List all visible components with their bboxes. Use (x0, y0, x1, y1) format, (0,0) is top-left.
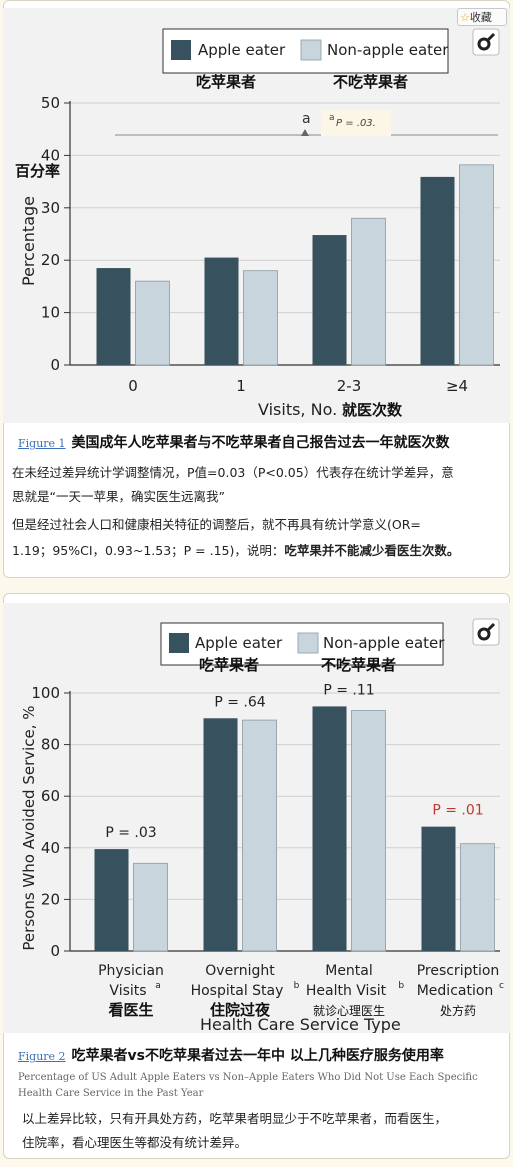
p-value-label: P = .03 (105, 825, 156, 841)
y-tick-label: 40 (41, 146, 60, 164)
p-value-label: P = .64 (214, 694, 265, 710)
y-tick-label: 50 (41, 94, 60, 112)
bar-non-apple-eater (244, 271, 278, 365)
bar-apple-eater (313, 235, 347, 365)
x-tick-label-superscript: c (499, 981, 504, 991)
settings-icon[interactable] (473, 29, 499, 55)
bar-apple-eater (204, 718, 238, 951)
y-tick-label: 10 (41, 304, 60, 322)
x-tick-label-line1: Physician (98, 963, 164, 979)
bar-non-apple-eater (352, 711, 386, 951)
significance-arrow (301, 129, 309, 136)
legend-cn-apple: 吃苹果者 (196, 73, 256, 91)
figure-1-note-4-text: 1.19；95%CI，0.93~1.53；P = .15)，说明： (12, 543, 284, 558)
x-tick-label-line2: Medication (417, 983, 494, 999)
favorite-button[interactable]: ☆收藏 (457, 8, 507, 26)
x-axis-title: Visits, No. (258, 400, 337, 419)
y-tick-label: 20 (41, 890, 60, 908)
legend-swatch-apple-2 (169, 633, 189, 653)
figure-2-link[interactable]: Figure 2 (18, 1050, 66, 1063)
x-tick-label: ≥4 (446, 377, 468, 395)
x-tick-label-superscript: a (155, 981, 161, 991)
visits-chart-svg: Apple eater Non-apple eater 吃苹果者 不吃苹果者 a… (3, 8, 510, 423)
x-tick-label: 2-3 (337, 377, 362, 395)
x-tick-label-line1: Prescription (417, 963, 500, 979)
y-axis-title-cn: 百分率 (15, 162, 60, 180)
figure-2-subtitle: Percentage of US Adult Apple Eaters vs N… (18, 1070, 488, 1102)
y-tick-label: 80 (41, 736, 60, 754)
y-tick-label: 60 (41, 787, 60, 805)
x-tick-label-cn: 处方药 (440, 1003, 476, 1018)
figure-2-note-2: 住院率，看心理医生等都没有统计差异。 (22, 1131, 247, 1155)
x-axis-title-cn: 就医次数 (342, 401, 403, 419)
visits-chart: Apple eater Non-apple eater 吃苹果者 不吃苹果者 a… (3, 8, 510, 423)
bar-apple-eater (97, 268, 131, 365)
bar-apple-eater (95, 849, 129, 951)
p-value-label: P = .11 (323, 682, 374, 698)
bar-non-apple-eater (134, 863, 168, 951)
figure-1-link[interactable]: Figure 1 (18, 437, 66, 450)
legend-label-non-apple-2: Non-apple eater (323, 634, 445, 652)
x-tick-label-line1: Overnight (205, 963, 275, 979)
y-tick-label: 40 (41, 839, 60, 857)
y-axis-title-2: Persons Who Avoided Service, % (20, 705, 38, 950)
bar-apple-eater (313, 706, 347, 951)
legend-swatch-apple (171, 40, 191, 60)
x-tick-label-line1: Mental (325, 963, 373, 979)
figure-2-caption: Figure 2 吃苹果者vs不吃苹果者过去一年中 以上几种医疗服务使用率 (18, 1045, 444, 1065)
x-tick-label-superscript: b (294, 981, 300, 991)
plot-area: 0 10 20 30 40 50 0 1 2-3 ≥4 (41, 94, 500, 395)
x-tick-label-cn: 住院过夜 (210, 1001, 271, 1019)
bar-apple-eater (205, 258, 239, 365)
services-chart-svg: Apple eater Non-apple eater 吃苹果者 不吃苹果者 P… (3, 603, 510, 1033)
x-tick-label: 1 (236, 377, 246, 395)
bar-apple-eater (421, 177, 455, 365)
figure-1-note-4: 1.19；95%CI，0.93~1.53；P = .15)，说明：吃苹果并不能减… (12, 539, 459, 563)
bar-apple-eater (422, 827, 456, 951)
bar-non-apple-eater (136, 281, 170, 365)
figure-1-caption: Figure 1 美国成年人吃苹果者与不吃苹果者自己报告过去一年就医次数 (18, 432, 450, 452)
y-axis-title: Percentage (19, 196, 38, 286)
star-icon: ☆ (460, 11, 470, 24)
significance-note: P = .03. (336, 118, 376, 129)
figure-1-note-2: 思就是“一天一苹果，确实医生远离我” (12, 485, 225, 509)
y-tick-label: 0 (50, 942, 60, 960)
x-tick-label-cn: 看医生 (108, 1001, 153, 1019)
legend-label-non-apple: Non-apple eater (327, 41, 449, 59)
services-chart: Apple eater Non-apple eater 吃苹果者 不吃苹果者 P… (3, 603, 510, 1033)
legend-label-apple: Apple eater (198, 41, 286, 59)
p-value-label: P = .01 (432, 803, 483, 819)
figure-2-title: 吃苹果者vs不吃苹果者过去一年中 以上几种医疗服务使用率 (72, 1048, 444, 1064)
legend-cn-apple-2: 吃苹果者 (199, 656, 259, 674)
x-tick-label-line2: Health Visit (306, 983, 387, 999)
legend-swatch-non-apple (301, 40, 321, 60)
significance-note-marker: a (329, 113, 335, 123)
bar-non-apple-eater (460, 165, 494, 365)
figure-1-title: 美国成年人吃苹果者与不吃苹果者自己报告过去一年就医次数 (72, 435, 450, 451)
figure-1-conclusion: 吃苹果并不能减少看医生次数。 (284, 543, 459, 558)
x-tick-label-cn: 就诊心理医生 (313, 1004, 385, 1018)
legend-label-apple-2: Apple eater (195, 634, 283, 652)
legend-cn-non-apple: 不吃苹果者 (333, 73, 408, 91)
figure-1-note-3: 但是经过社会人口和健康相关特征的调整后，就不再具有统计学意义(OR= (12, 513, 421, 537)
figure-1-note-1: 在未经过差异统计学调整情况，P值=0.03（P<0.05）代表存在统计学差异，意 (12, 461, 454, 485)
bar-non-apple-eater (352, 218, 386, 365)
y-tick-label: 0 (50, 356, 60, 374)
y-tick-label: 20 (41, 251, 60, 269)
x-tick-label: 0 (128, 377, 138, 395)
x-tick-label-line2: Visits (109, 983, 146, 999)
bar-non-apple-eater (461, 844, 495, 951)
y-tick-label: 30 (41, 199, 60, 217)
x-tick-label-line2: Hospital Stay (191, 983, 284, 999)
x-tick-label-superscript: b (398, 981, 404, 991)
favorite-label: 收藏 (470, 11, 492, 24)
figure-2-note-1: 以上差异比较，只有开具处方药，吃苹果者明显少于不吃苹果者，而看医生， (22, 1107, 447, 1131)
significance-marker: a (302, 111, 311, 127)
settings-icon-2[interactable] (473, 619, 499, 645)
legend-swatch-non-apple-2 (298, 633, 318, 653)
legend-cn-non-apple-2: 不吃苹果者 (321, 656, 396, 674)
y-tick-label: 100 (31, 684, 60, 702)
bar-non-apple-eater (243, 720, 277, 951)
